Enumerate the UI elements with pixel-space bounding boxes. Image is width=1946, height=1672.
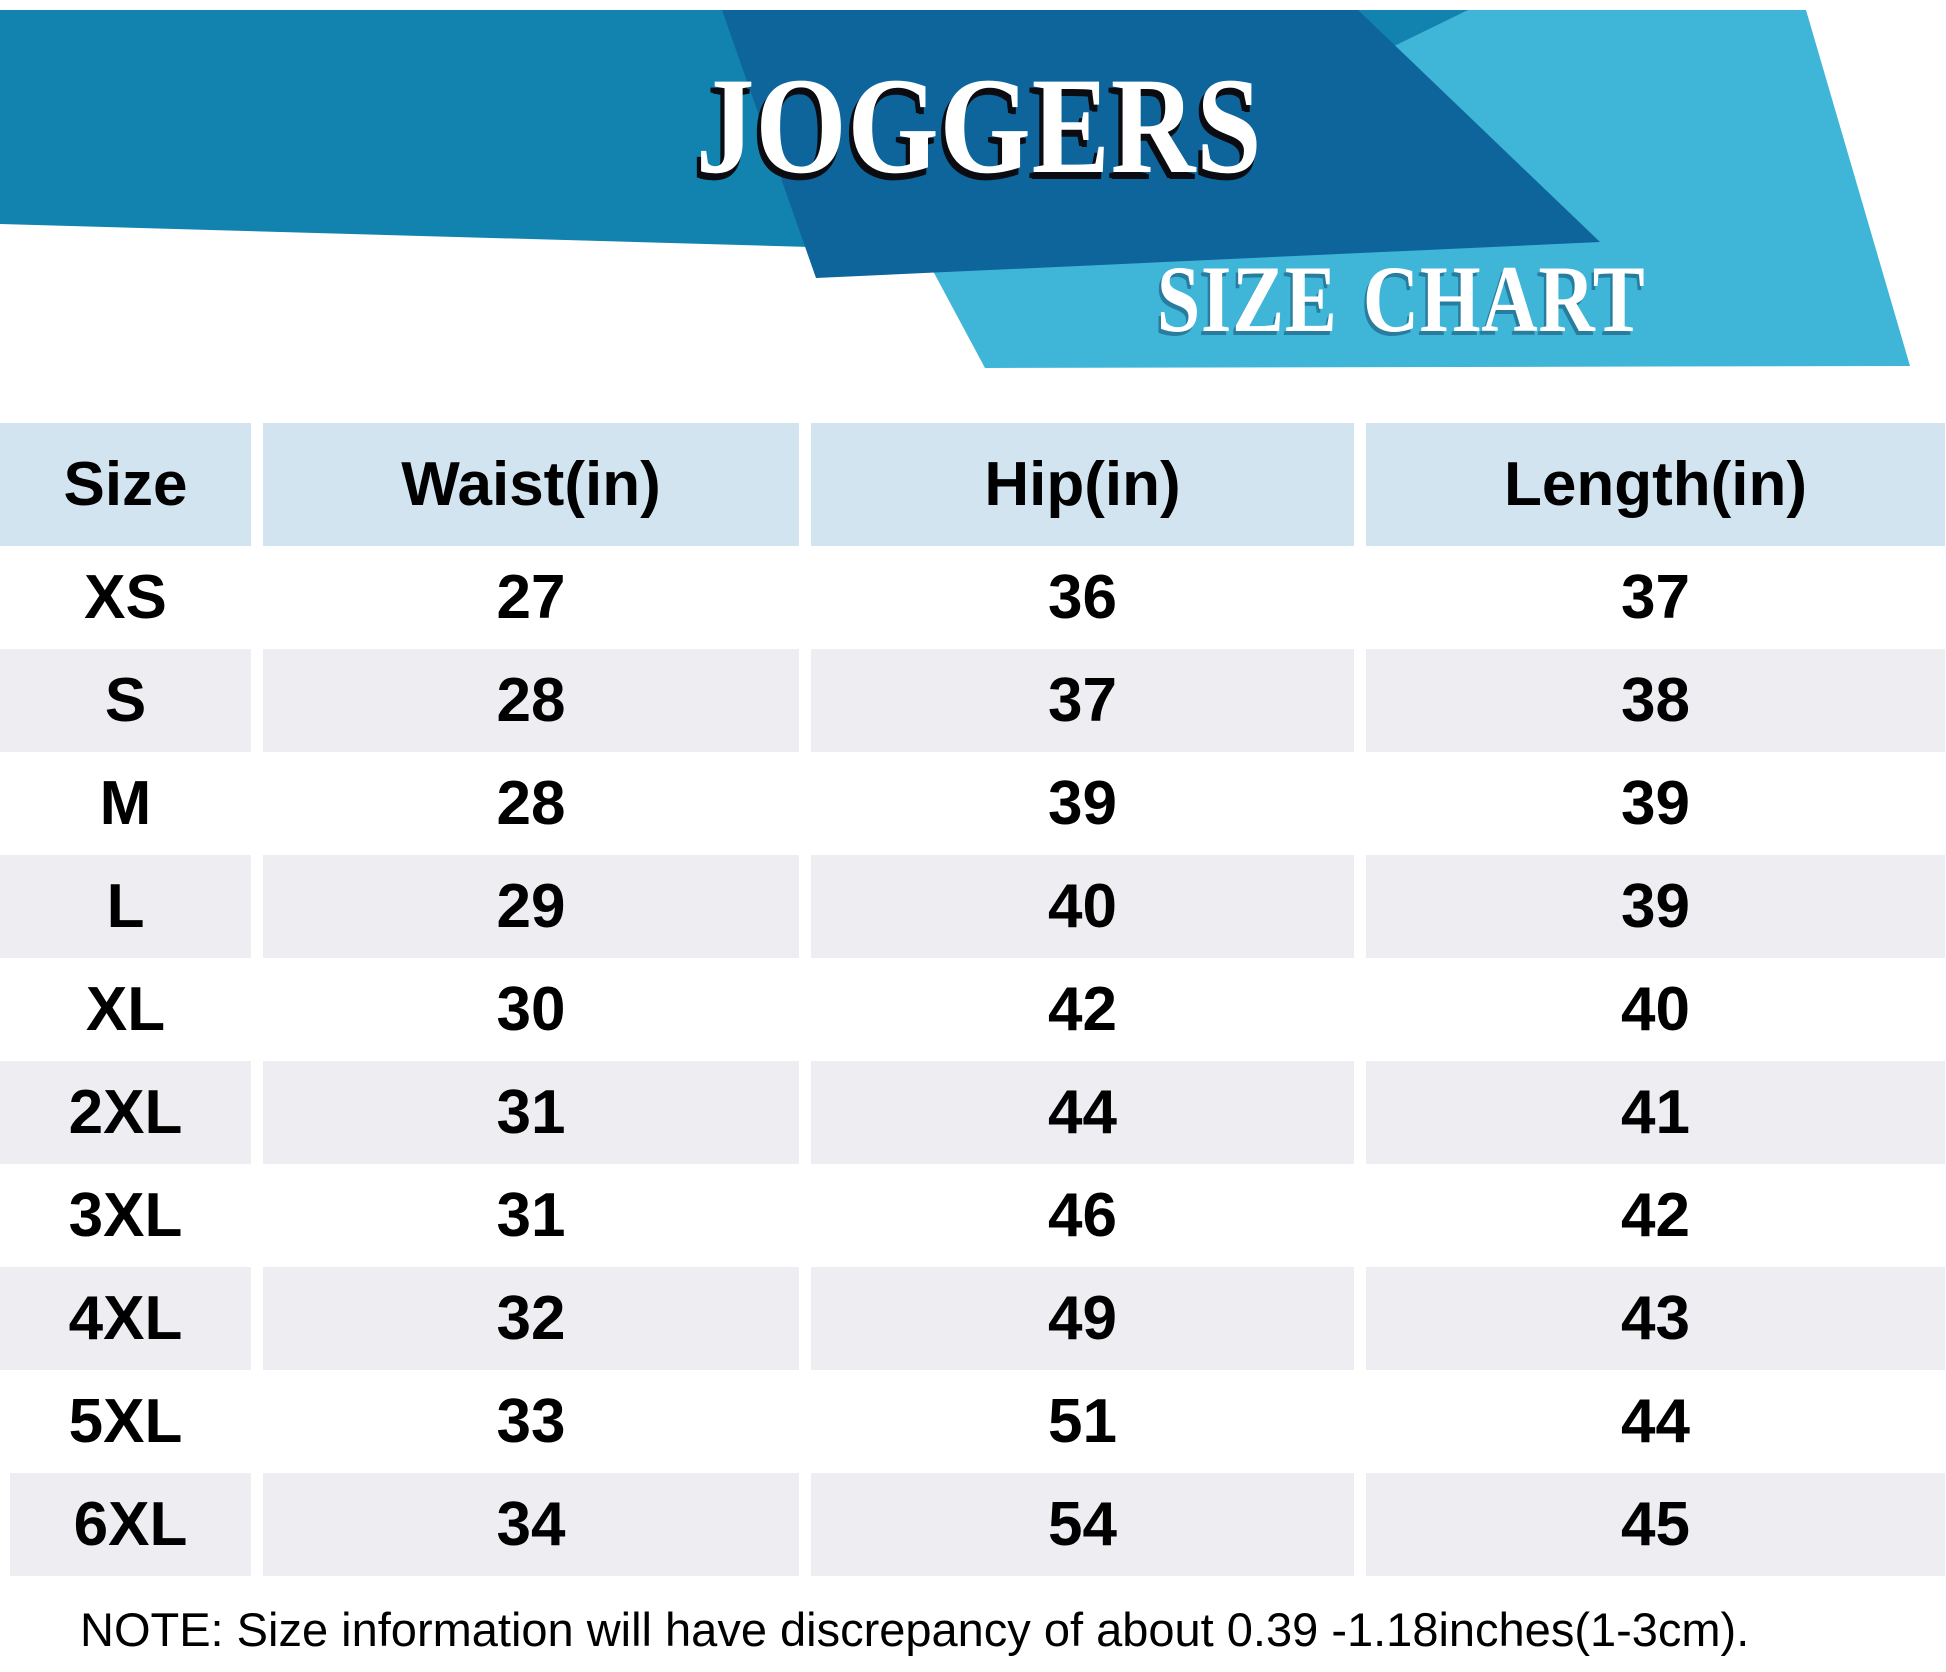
value-cell: 51 [1048, 1387, 1117, 1456]
value-cell: 37 [1621, 563, 1690, 632]
value-cell: 32 [263, 1267, 799, 1370]
column-header-size: Size [0, 423, 251, 546]
table-header-row: Size Waist(in) Hip(in) Length(in) [0, 423, 1946, 546]
banner: JOGGERS SIZE CHART [0, 0, 1946, 420]
value-cell: 29 [263, 855, 799, 958]
table-row: 5XL 33 51 44 [0, 1370, 1946, 1473]
table-row: L 29 40 39 [0, 855, 1946, 958]
size-cell: L [0, 855, 251, 958]
value-cell: 40 [1621, 975, 1690, 1044]
value-cell: 30 [496, 975, 566, 1044]
value-cell: 39 [1048, 769, 1117, 838]
table-row: 4XL 32 49 43 [0, 1267, 1946, 1370]
size-cell: 2XL [0, 1061, 251, 1164]
value-cell: 42 [1621, 1181, 1690, 1250]
table-row: 2XL 31 44 41 [0, 1061, 1946, 1164]
column-header-length: Length(in) [1366, 423, 1945, 546]
value-cell: 39 [1366, 855, 1945, 958]
table-row: S 28 37 38 [0, 649, 1946, 752]
table-body: XS 27 36 37 S 28 37 38 M 28 39 39 L 29 40 39 XL 30 42 40 2XL… [0, 546, 1946, 1576]
size-cell: M [99, 769, 152, 838]
size-cell: 6XL [10, 1473, 251, 1576]
value-cell: 28 [263, 649, 799, 752]
value-cell: 46 [1048, 1181, 1117, 1250]
table-row: M 28 39 39 [0, 752, 1946, 855]
value-cell: 28 [496, 769, 566, 838]
value-cell: 40 [811, 855, 1354, 958]
size-cell: 3XL [68, 1181, 183, 1250]
value-cell: 33 [496, 1387, 566, 1456]
value-cell: 39 [1621, 769, 1690, 838]
value-cell: 43 [1366, 1267, 1945, 1370]
value-cell: 54 [811, 1473, 1354, 1576]
size-table: Size Waist(in) Hip(in) Length(in) XS 27 36… [0, 423, 1946, 1576]
size-cell: 5XL [68, 1387, 183, 1456]
value-cell: 49 [811, 1267, 1354, 1370]
table-row: 6XL 34 54 45 [0, 1473, 1946, 1576]
value-cell: 37 [811, 649, 1354, 752]
value-cell: 44 [811, 1061, 1354, 1164]
value-cell: 31 [263, 1061, 799, 1164]
column-header-hip: Hip(in) [811, 423, 1354, 546]
size-cell: S [0, 649, 251, 752]
value-cell: 38 [1366, 649, 1945, 752]
value-cell: 34 [263, 1473, 799, 1576]
table-row: 3XL 31 46 42 [0, 1164, 1946, 1267]
value-cell: 42 [1048, 975, 1117, 1044]
table-row: XL 30 42 40 [0, 958, 1946, 1061]
column-header-waist: Waist(in) [263, 423, 799, 546]
size-cell: XS [84, 563, 167, 632]
value-cell: 41 [1366, 1061, 1945, 1164]
value-cell: 45 [1366, 1473, 1945, 1576]
page-subtitle: SIZE CHART [1156, 246, 1646, 352]
value-cell: 36 [1048, 563, 1117, 632]
note-text: NOTE: Size information will have discrep… [80, 1603, 1750, 1656]
table-row: XS 27 36 37 [0, 546, 1946, 649]
value-cell: 31 [496, 1181, 566, 1250]
page-title: JOGGERS [695, 49, 1263, 202]
size-cell: XL [85, 975, 166, 1044]
value-cell: 27 [496, 563, 566, 632]
value-cell: 44 [1621, 1387, 1690, 1456]
size-cell: 4XL [0, 1267, 251, 1370]
